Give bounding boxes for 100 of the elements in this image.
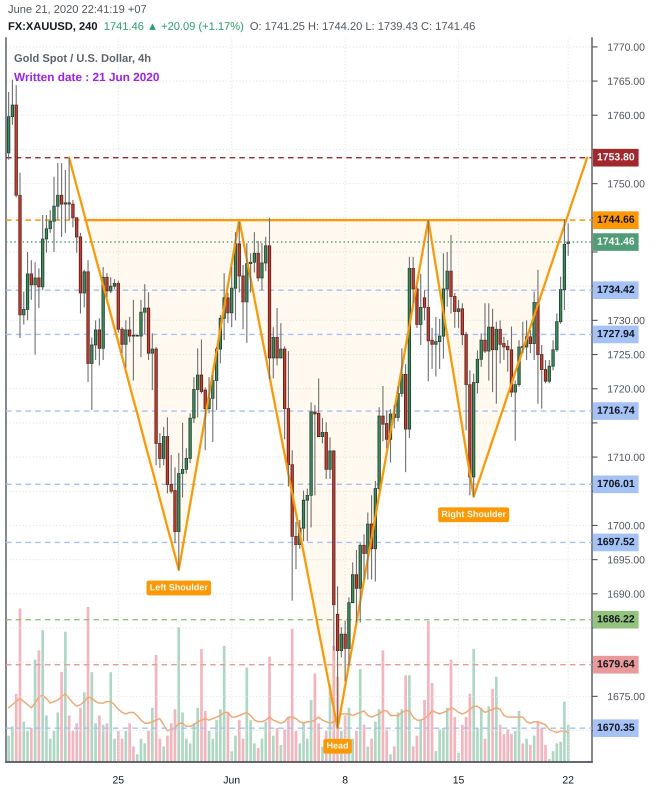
text: 1741.46 ▲ +20.09 (+1.17%) xyxy=(104,22,244,32)
candlestick xyxy=(320,418,324,444)
candlestick xyxy=(94,320,98,361)
text: FX:XAUUSD, 240 xyxy=(8,22,98,32)
y-tick-label: 1690.00 xyxy=(608,590,645,598)
x-tick-label: Jun xyxy=(223,776,240,784)
bar xyxy=(366,746,370,762)
bar xyxy=(140,738,142,762)
candlestick xyxy=(109,276,112,294)
bar xyxy=(34,660,36,762)
ref-line-label: 1697.52 xyxy=(598,538,634,546)
ref-line-label: 1686.22 xyxy=(598,615,634,622)
bar xyxy=(370,738,373,762)
bar xyxy=(438,729,441,762)
candlestick xyxy=(52,176,56,253)
y-tick-label: 1695.00 xyxy=(608,556,645,564)
bar xyxy=(521,743,524,762)
candlestick xyxy=(37,268,41,309)
bar xyxy=(56,712,60,762)
bar xyxy=(200,648,203,762)
bar xyxy=(86,607,90,762)
candlestick xyxy=(426,220,430,382)
bar xyxy=(234,736,237,762)
bar xyxy=(480,708,483,762)
bar xyxy=(177,627,180,762)
bar xyxy=(392,746,396,762)
candlestick xyxy=(86,260,90,382)
candlestick xyxy=(260,242,264,291)
bar xyxy=(529,744,532,762)
text: June 21, 2020 22:41:19 +07 xyxy=(8,5,146,14)
bar xyxy=(536,722,540,762)
y-tick-label: 1710.00 xyxy=(608,454,645,461)
candlestick xyxy=(60,162,64,238)
candlestick xyxy=(177,452,180,570)
bar xyxy=(41,630,44,762)
candlestick xyxy=(33,262,37,356)
bar xyxy=(276,728,278,762)
bar xyxy=(498,724,502,762)
candlestick xyxy=(124,320,128,368)
x-tick-label: 25 xyxy=(113,776,124,784)
candlestick xyxy=(354,550,358,624)
bar xyxy=(208,731,210,762)
candlestick xyxy=(324,422,328,480)
candlestick xyxy=(385,410,388,449)
annotation: Head xyxy=(327,742,348,749)
y-tick-label: 1760.00 xyxy=(608,112,645,120)
text: Gold Spot / U.S. Dollar, 4h xyxy=(14,54,150,64)
bar xyxy=(147,731,150,762)
ref-line-label: 1741.46 xyxy=(598,237,634,245)
ref-line-label: 1679.64 xyxy=(598,660,635,668)
bar xyxy=(382,650,384,762)
ref-line-label: 1753.80 xyxy=(598,153,634,160)
bar xyxy=(272,736,275,762)
bar xyxy=(302,722,305,762)
candlestick xyxy=(381,385,385,442)
bar xyxy=(506,729,510,762)
bar xyxy=(60,672,63,762)
candlestick xyxy=(166,416,170,494)
ref-line-label: 1716.74 xyxy=(598,406,635,414)
bar xyxy=(268,656,271,762)
candlestick xyxy=(343,620,347,682)
bar xyxy=(314,674,316,762)
bar xyxy=(226,712,230,762)
bar xyxy=(256,748,260,762)
bar xyxy=(419,720,422,762)
bar xyxy=(468,694,472,762)
bar xyxy=(400,709,404,762)
text: O: 1741.25 H: 1744.20 L: 1739.43 C: 1741.46 xyxy=(250,22,475,30)
bar xyxy=(416,736,418,762)
candlestick xyxy=(434,316,438,377)
y-tick-label: 1725.00 xyxy=(608,351,645,358)
text: Written date : 21 Jun 2020 xyxy=(14,72,159,82)
y-tick-label: 1730.00 xyxy=(608,316,645,324)
x-tick-label: 8 xyxy=(342,776,348,784)
y-tick-label: 1700.00 xyxy=(608,522,645,530)
ref-line-label: 1670.35 xyxy=(598,724,634,731)
bar xyxy=(162,746,165,762)
candlestick xyxy=(302,490,306,542)
bar xyxy=(358,669,362,762)
bar xyxy=(124,731,128,762)
candlestick xyxy=(139,299,143,358)
bar xyxy=(143,743,146,762)
bar xyxy=(426,620,430,762)
candlestick xyxy=(268,217,272,380)
bar xyxy=(22,722,26,762)
x-tick-label: 15 xyxy=(454,776,464,784)
bar xyxy=(525,738,528,762)
candlestick xyxy=(245,242,248,344)
bar xyxy=(246,667,248,762)
ref-line-label: 1727.94 xyxy=(598,330,635,338)
ref-line-label: 1706.01 xyxy=(598,480,634,488)
candlestick xyxy=(309,402,313,528)
bar xyxy=(290,628,294,762)
candlestick xyxy=(449,234,453,314)
bar xyxy=(238,720,241,762)
annotation: Right Shoulder xyxy=(442,510,506,520)
bar xyxy=(450,660,452,762)
candlestick xyxy=(150,332,154,391)
bar xyxy=(18,608,22,762)
y-tick-label: 1675.00 xyxy=(608,692,645,700)
